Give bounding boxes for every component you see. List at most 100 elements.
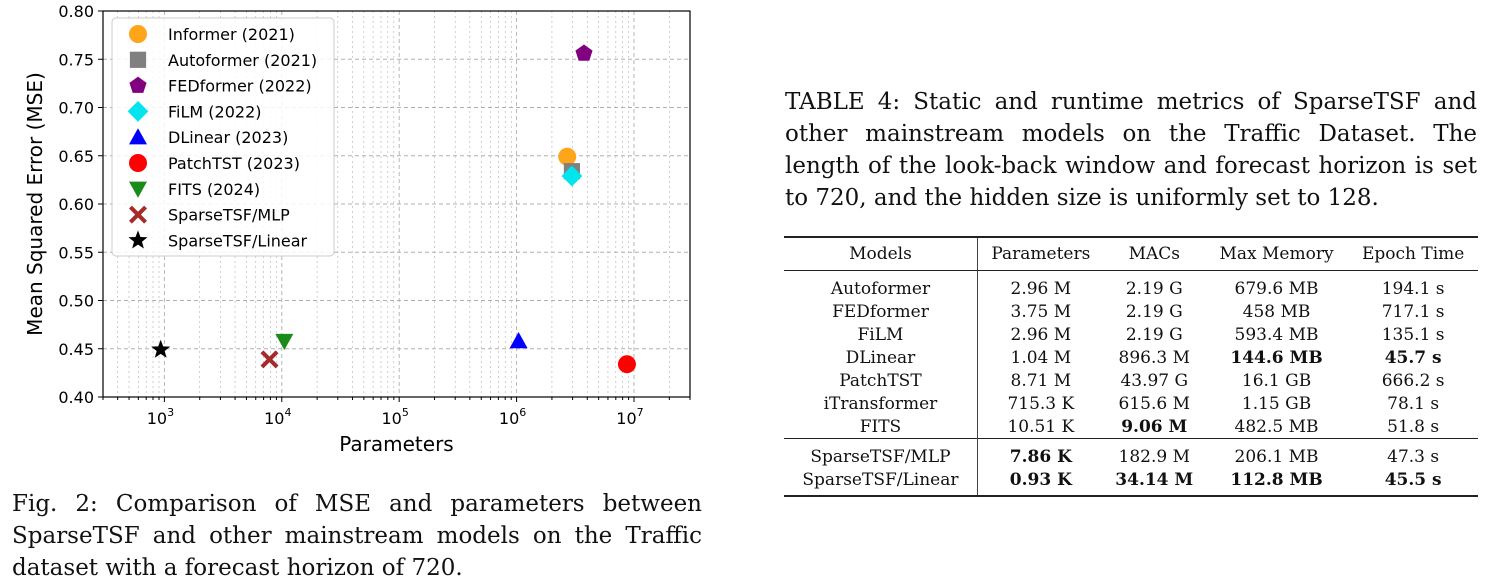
legend-marker (129, 51, 147, 68)
table-row: DLinear 1.04 M 896.3 M 144.6 MB 45.7 s (784, 346, 1478, 369)
legend-label: SparseTSF/Linear (168, 231, 308, 250)
data-points (151, 44, 636, 374)
metric-cell: 7.86 K (977, 438, 1104, 468)
y-tick-label: 0.55 (58, 243, 94, 262)
y-tick-label: 0.70 (58, 99, 94, 118)
metric-cell: 482.5 MB (1234, 416, 1319, 437)
metric-cell: 34.14 M (1103, 468, 1205, 497)
metric-cell: 717.1 s (1381, 301, 1445, 322)
legend-marker (129, 181, 147, 198)
metric-cell: 45.5 s (1348, 468, 1478, 497)
table-row: SparseTSF/Linear 0.93 K 34.14 M 112.8 MB 45.… (784, 468, 1478, 497)
y-tick-label: 0.80 (58, 2, 94, 21)
x-tick-base: 10 (616, 409, 636, 428)
metrics-table: Models Parameters MACs Max Memory Epoch … (784, 236, 1478, 497)
data-point (275, 333, 294, 351)
legend-entry: SparseTSF/Linear (128, 230, 308, 250)
legend-entry: FiLM (2022) (127, 101, 262, 122)
x-tick-base: 10 (499, 409, 519, 428)
metric-cell: 1.04 M (1010, 347, 1072, 368)
header-epoch-time: Epoch Time (1348, 236, 1478, 271)
model-name-cell: SparseTSF/Linear (784, 468, 978, 497)
model-name-cell: FiLM (784, 323, 978, 346)
x-tick-label: 104 (264, 406, 291, 428)
metric-cell: 593.4 MB (1234, 324, 1319, 345)
x-tick-base: 10 (264, 409, 284, 428)
metric-cell: 135.1 s (1381, 324, 1445, 345)
legend-entry: PatchTST (2023) (129, 154, 300, 173)
legend-marker (129, 128, 147, 145)
model-name-cell: DLinear (784, 346, 978, 369)
metric-cell: 8.71 M (1010, 370, 1072, 391)
y-tick-label: 0.45 (58, 340, 94, 359)
legend-label: FiLM (2022) (168, 102, 262, 121)
legend-label: PatchTST (2023) (168, 154, 300, 173)
x-tick-label: 105 (382, 406, 409, 428)
model-name-cell: FITS (784, 415, 978, 439)
metric-cell: 2.19 G (1125, 301, 1183, 322)
legend-label: Informer (2021) (168, 25, 295, 44)
metric-cell: 78.1 s (1387, 393, 1440, 414)
metric-cell: 679.6 MB (1234, 278, 1319, 299)
metric-cell: 45.7 s (1384, 347, 1442, 368)
legend-marker (129, 25, 147, 43)
table-row: iTransformer 715.3 K 615.6 M 1.15 GB 78.1 s (784, 392, 1478, 415)
metric-cell: 3.75 M (1010, 301, 1072, 322)
data-point (561, 165, 583, 187)
table-row: SparseTSF/MLP 7.86 K 182.9 M 206.1 MB 47.3 s (784, 438, 1478, 468)
metric-cell: 0.93 K (977, 468, 1104, 497)
x-tick-label: 107 (616, 406, 643, 428)
y-tick-label: 0.65 (58, 147, 94, 166)
x-tick-exponent: 4 (284, 406, 291, 419)
header-macs: MACs (1103, 236, 1205, 271)
table-row: FEDformer 3.75 M 2.19 G 458 MB 717.1 s (784, 300, 1478, 323)
data-point (617, 355, 636, 374)
figure-caption: Fig. 2: Comparison of MSE and parameters… (12, 491, 702, 581)
metric-cell: 194.1 s (1381, 278, 1445, 299)
legend-entry: FEDformer (2022) (129, 76, 312, 96)
legend-marker (127, 101, 149, 122)
metric-cell: 615.6 M (1118, 393, 1191, 414)
y-tick-label: 0.60 (58, 195, 94, 214)
metric-cell: 1.15 GB (1241, 393, 1312, 414)
legend-entry: FITS (2024) (129, 180, 260, 199)
data-point (260, 350, 279, 369)
header-models: Models (784, 236, 978, 271)
metric-cell: 10.51 K (1007, 416, 1075, 437)
data-point (151, 339, 171, 358)
metric-cell: 896.3 M (1118, 347, 1191, 368)
data-point (575, 44, 593, 61)
model-name-cell: PatchTST (784, 369, 978, 392)
metric-cell: 144.6 MB (1230, 347, 1323, 368)
legend-label: SparseTSF/MLP (168, 206, 290, 225)
x-tick-base: 10 (147, 409, 167, 428)
model-name-cell: FEDformer (784, 300, 978, 323)
metric-cell: 2.96 M (1010, 278, 1072, 299)
legend-marker (129, 76, 147, 93)
table-caption: TABLE 4: Static and runtime metrics of S… (785, 89, 1477, 211)
legend-marker (129, 154, 147, 172)
legend-label: FITS (2024) (168, 180, 260, 199)
x-tick-label: 103 (147, 406, 174, 428)
table-header-row: Models Parameters MACs Max Memory Epoch … (784, 236, 1478, 271)
metric-cell: 43.97 G (1120, 370, 1189, 391)
data-point (509, 332, 528, 349)
x-tick-base: 10 (382, 409, 402, 428)
table-row: FITS 10.51 K 9.06 M 482.5 MB 51.8 s (784, 415, 1478, 439)
model-name-cell: Autoformer (784, 270, 978, 300)
metric-cell: 47.3 s (1348, 438, 1478, 468)
metric-cell: 2.19 G (1125, 324, 1183, 345)
legend-label: Autoformer (2021) (168, 51, 317, 70)
metric-cell: 206.1 MB (1204, 438, 1349, 468)
grid-lines (102, 10, 691, 398)
metric-cell: 715.3 K (1007, 393, 1075, 414)
metric-cell: 16.1 GB (1241, 370, 1312, 391)
metric-cell: 2.96 M (1010, 324, 1072, 345)
metric-cell: 9.06 M (1121, 416, 1188, 437)
y-tick-label: 0.75 (58, 50, 94, 69)
legend-label: DLinear (2023) (168, 128, 288, 147)
legend-marker (128, 230, 148, 249)
x-tick-exponent: 6 (519, 406, 526, 419)
legend-marker (129, 205, 147, 224)
